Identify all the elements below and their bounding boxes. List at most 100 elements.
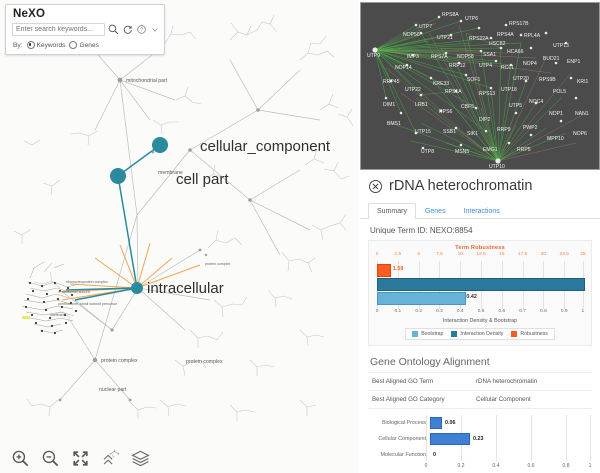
term-robustness-chart: Term Robustness 0 2.5 5 7.5 10 12.5 15 1… (368, 240, 592, 346)
go-tick-1: 0.2 (457, 463, 465, 469)
chart-legend: Bootstrap Interaction Density Robustness (405, 328, 555, 340)
ontology-tree-panel[interactable]: cellular_component cell part intracellul… (0, 0, 358, 473)
tick-top-6: 15 (499, 252, 505, 257)
svg-text:UTP20: UTP20 (513, 76, 529, 82)
search-icon[interactable] (108, 24, 119, 36)
help-icon[interactable]: ? (136, 24, 147, 36)
table-row: Best Aligned GO Term rDNA heterochromati… (368, 373, 592, 391)
close-circle-icon[interactable] (368, 179, 383, 194)
gene-network-graph[interactable]: UTP9 UTP10 UTP7 RPS8A UTP6 RPS17B NOP56 … (361, 3, 599, 169)
svg-text:NOP1: NOP1 (549, 111, 563, 117)
go-bar-label-molecular-function: Molecular Function (380, 452, 426, 458)
bottom-axis-ticks: 0 0.1 0.2 0.3 0.4 0.5 0.6 0.7 0.8 0.9 1 (375, 309, 585, 317)
tab-summary[interactable]: Summary (368, 203, 416, 219)
label-cellular-component: cellular_component (200, 138, 331, 155)
node-cell-part[interactable] (110, 168, 126, 184)
unique-term-id: Unique Term ID: NEXO:8854 (370, 226, 473, 235)
canvas-toolbar[interactable] (0, 443, 358, 473)
go-bar-biological-process (430, 417, 442, 429)
bar-robustness (377, 264, 391, 277)
svg-text:UTP6: UTP6 (465, 16, 478, 22)
svg-text:UTP4: UTP4 (479, 63, 492, 69)
tick-top-2: 5 (417, 252, 421, 257)
layers-button[interactable] (131, 449, 150, 468)
radio-genes-dot[interactable] (69, 41, 78, 49)
radio-keywords[interactable]: Keywords (26, 41, 65, 49)
svg-text:IMP3: IMP3 (407, 54, 419, 60)
highlight-edges-teal (65, 144, 161, 301)
label-nuclear-part: nuclear part (99, 387, 127, 393)
go-bar-cellular-component (430, 433, 470, 445)
svg-text:RCL1: RCL1 (501, 65, 514, 71)
go-tick-3: 0.6 (527, 463, 535, 469)
tick-bot-3: 0.3 (436, 309, 443, 314)
svg-text:UTP21: UTP21 (437, 35, 453, 41)
gene-network-panel[interactable]: UTP9 UTP10 UTP7 RPS8A UTP6 RPS17B NOP56 … (360, 2, 600, 170)
zoom-out-button[interactable] (41, 449, 60, 468)
reset-icon[interactable] (122, 24, 133, 36)
go-alignment-table: Best Aligned GO Term rDNA heterochromati… (368, 372, 592, 409)
chart-title-term-robustness: Term Robustness (455, 245, 505, 251)
svg-text:SSB1: SSB1 (443, 129, 456, 135)
gene-nodes (372, 15, 578, 164)
top-axis-ticks: 0 2.5 5 7.5 10 12.5 15 17.5 20 22.5 25 (375, 252, 586, 260)
go-tick-4: 0.8 (562, 463, 570, 469)
svg-text:RRP12: RRP12 (449, 63, 466, 69)
info-tabs[interactable]: Summary Genes Interactions (360, 202, 600, 219)
svg-text:NOP6: NOP6 (573, 131, 587, 137)
svg-text:RPS9B: RPS9B (539, 77, 556, 83)
radio-genes[interactable]: Genes (69, 41, 99, 49)
svg-text:DIM1: DIM1 (383, 102, 395, 108)
go-tick-0: 0 (424, 463, 428, 469)
svg-text:KRI1: KRI1 (577, 79, 588, 85)
svg-text:UTP8: UTP8 (421, 149, 434, 155)
tick-top-0: 0 (375, 252, 379, 257)
node-intracellular[interactable] (131, 282, 143, 294)
network-edges-brown (374, 22, 587, 162)
svg-text:SIK1: SIK1 (467, 131, 478, 137)
chevron-down-icon[interactable] (150, 24, 160, 36)
svg-text:UTP10: UTP10 (489, 164, 505, 169)
search-by-row[interactable]: By: Keywords Genes (13, 41, 99, 49)
tab-interactions[interactable]: Interactions (463, 208, 500, 215)
bar-bootstrap (377, 292, 466, 305)
svg-text:HCA66: HCA66 (507, 49, 524, 55)
svg-text:LRB1: LRB1 (415, 102, 428, 108)
svg-text:HSC82: HSC82 (489, 41, 506, 47)
node-cellular-component[interactable] (152, 137, 168, 153)
svg-text:RPS4A: RPS4A (497, 32, 514, 38)
go-bar-row-cellular-component: Cellular Component 0.23 (368, 431, 592, 447)
svg-text:RPS7A: RPS7A (431, 54, 448, 60)
go-bar-label-cellular-component: Cellular Component (378, 436, 426, 442)
tick-top-4: 10 (457, 252, 463, 257)
svg-text:ENP1: ENP1 (567, 59, 580, 65)
svg-text:RPS6: RPS6 (439, 109, 452, 115)
go-tick-2: 0.4 (492, 463, 500, 469)
dense-gene-module (21, 261, 80, 334)
fit-to-screen-button[interactable] (71, 449, 90, 468)
tick-bot-6: 0.6 (498, 309, 506, 314)
search-panel[interactable]: NeXO ? By: Keywor (5, 4, 165, 55)
search-input[interactable] (12, 23, 105, 36)
svg-text:SOF1: SOF1 (467, 77, 480, 83)
radio-keywords-dot[interactable] (26, 41, 35, 49)
svg-text:UTP7: UTP7 (419, 24, 432, 30)
term-info-panel[interactable]: rDNA heterochromatin Summary Genes Inter… (360, 170, 600, 473)
svg-text:RPL4A: RPL4A (524, 33, 541, 39)
tick-top-3: 7.5 (436, 252, 443, 257)
svg-text:NOP14: NOP14 (395, 65, 412, 71)
ontology-tree-graph[interactable]: cellular_component cell part intracellul… (0, 0, 358, 473)
search-row[interactable]: ? (12, 22, 160, 37)
legend-item-bootstrap: Bootstrap (412, 331, 443, 337)
svg-text:KRE33: KRE33 (433, 81, 449, 87)
collapse-button[interactable] (101, 449, 120, 468)
svg-text:NOC4: NOC4 (529, 99, 543, 105)
legend-label-bootstrap: Bootstrap (421, 331, 444, 337)
tick-top-7: 17.5 (517, 252, 528, 257)
tab-genes[interactable]: Genes (424, 208, 446, 215)
zoom-in-button[interactable] (11, 449, 30, 468)
svg-text:UTP22: UTP22 (405, 87, 421, 93)
svg-text:?: ? (140, 28, 143, 34)
go-category-key: Best Aligned GO Category (372, 396, 445, 403)
app-title: NeXO (13, 8, 46, 20)
